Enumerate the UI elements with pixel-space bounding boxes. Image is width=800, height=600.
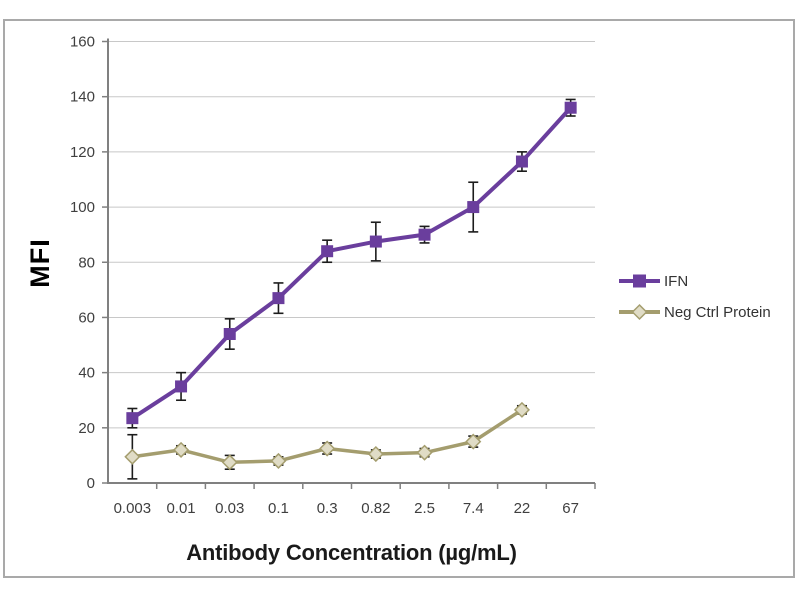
y-tick-label: 20 xyxy=(78,420,95,437)
data-point-diamond xyxy=(319,440,336,457)
legend-diamond-marker-icon xyxy=(618,303,662,321)
data-point-diamond xyxy=(124,448,141,465)
data-point-diamond xyxy=(367,445,384,463)
y-tick-label: 140 xyxy=(70,89,95,106)
data-point-diamond xyxy=(270,452,287,469)
y-tick-label: 0 xyxy=(87,475,95,492)
x-tick-label: 0.003 xyxy=(114,500,152,517)
data-point-diamond xyxy=(172,441,190,458)
data-point-diamond xyxy=(465,433,482,450)
legend-label: IFN xyxy=(664,272,689,290)
y-tick-label: 120 xyxy=(70,144,95,161)
x-tick-label: 0.3 xyxy=(317,500,338,517)
data-point-square xyxy=(272,292,285,305)
legend-swatch-svg xyxy=(619,274,660,288)
x-tick-label: 0.03 xyxy=(215,500,244,517)
y-tick-label: 100 xyxy=(70,199,95,216)
legend-item-neg-ctrl: Neg Ctrl Protein xyxy=(618,301,771,323)
legend-square xyxy=(633,274,646,288)
y-axis-title: MFI xyxy=(25,238,55,288)
legend-label: Neg Ctrl Protein xyxy=(664,303,771,321)
x-tick-label: 2.5 xyxy=(414,500,435,517)
data-point-square xyxy=(467,201,480,214)
data-point-square xyxy=(515,155,528,168)
x-tick-label: 67 xyxy=(562,500,579,517)
legend: IFN Neg Ctrl Protein xyxy=(618,270,771,332)
y-tick-label: 40 xyxy=(78,365,95,382)
legend-item-ifn: IFN xyxy=(618,270,771,292)
data-point-diamond xyxy=(416,444,433,461)
data-point-square xyxy=(564,101,577,114)
legend-diamond xyxy=(631,303,648,321)
series-line xyxy=(130,105,573,421)
legend-swatch-svg xyxy=(619,303,660,321)
y-tick-label: 80 xyxy=(78,254,95,271)
data-point-diamond xyxy=(221,454,238,471)
data-point-square xyxy=(369,235,382,248)
x-tick-label: 0.82 xyxy=(361,500,390,517)
x-tick-label: 0.1 xyxy=(268,500,289,517)
legend-square-marker-icon xyxy=(618,272,662,290)
data-point-square xyxy=(418,228,431,241)
x-tick-label: 0.01 xyxy=(166,500,195,517)
data-point-square xyxy=(321,245,334,258)
y-tick-label: 160 xyxy=(70,34,95,51)
data-point-square xyxy=(175,380,188,393)
data-point-square xyxy=(223,327,236,340)
x-tick-label: 7.4 xyxy=(463,500,484,517)
data-point-square xyxy=(126,412,139,425)
y-tick-label: 60 xyxy=(78,309,95,326)
data-point-diamond xyxy=(513,401,531,418)
x-tick-label: 22 xyxy=(514,500,531,517)
chart-frame xyxy=(3,19,795,578)
x-axis-title: Antibody Concentration (µg/mL) xyxy=(186,540,517,565)
